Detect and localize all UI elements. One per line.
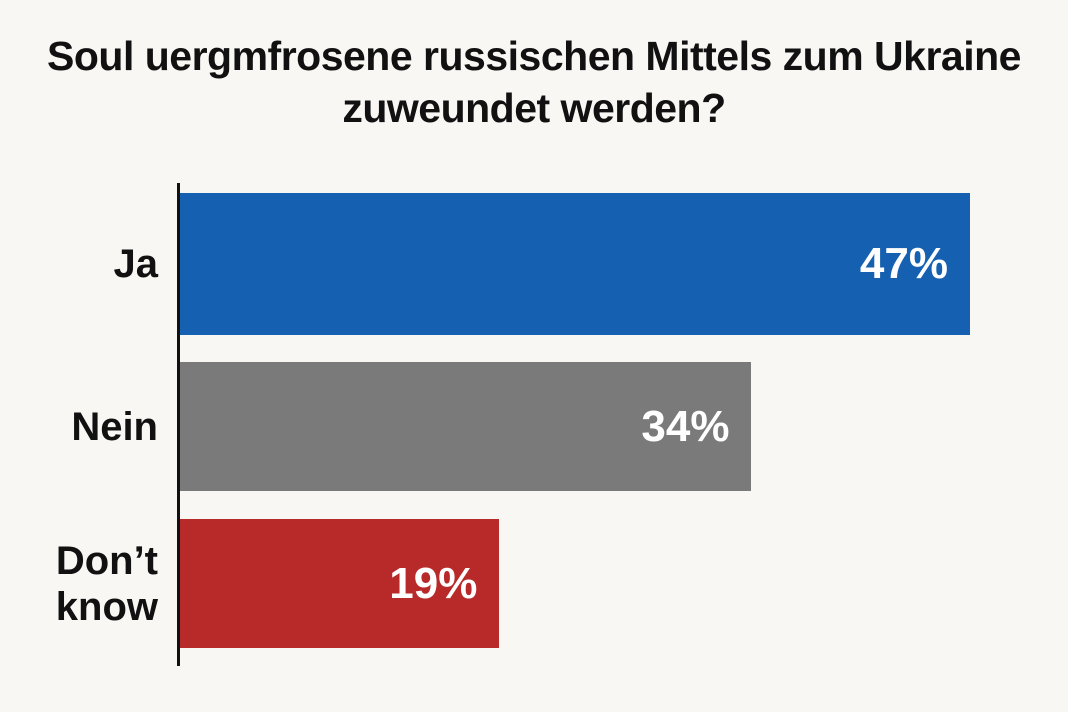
bar-0: [180, 193, 970, 335]
bar-1: [180, 362, 752, 491]
data-label-1: 34%: [641, 401, 730, 451]
category-label-0: Ja: [113, 242, 159, 286]
data-label-2: 19%: [389, 558, 478, 608]
chart-title: Soul uergmfrosene russischen Mittels zum…: [47, 33, 1021, 131]
y-axis-line: [177, 183, 180, 666]
category-label-2: Don’t know: [55, 538, 158, 629]
data-label-0: 47%: [859, 239, 948, 288]
category-label-1: Nein: [71, 404, 158, 449]
bar-2: [180, 519, 500, 648]
